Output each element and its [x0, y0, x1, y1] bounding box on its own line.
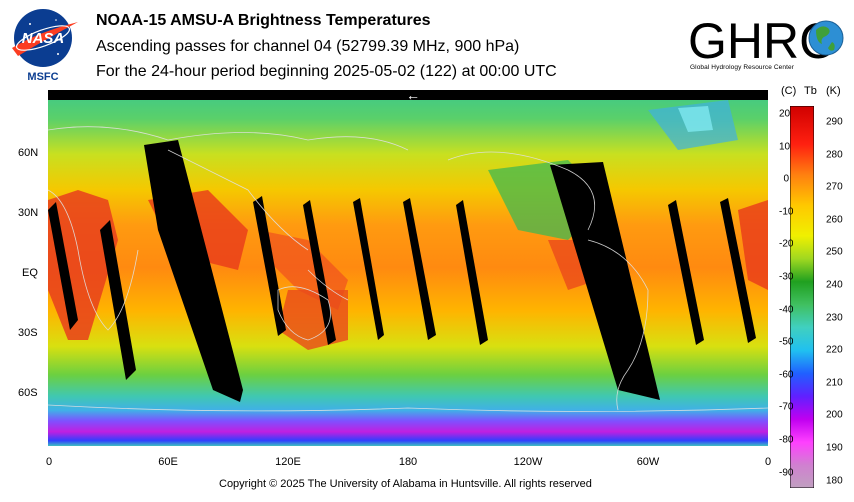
- colorbar-celsius-tick: -20: [779, 238, 794, 250]
- subtitle-channel: Ascending passes for channel 04 (52799.3…: [96, 38, 520, 55]
- orbit-direction-arrow-icon: ←: [406, 87, 420, 103]
- colorbar-kelvin-tick: 190: [826, 442, 843, 454]
- lat-label-60s: 60S: [18, 387, 38, 399]
- msfc-label: MSFC: [27, 71, 58, 83]
- colorbar-label-tb: Tb: [804, 85, 817, 97]
- nasa-logo: NASA MSFC: [12, 9, 78, 83]
- lat-label-60n: 60N: [18, 147, 39, 159]
- colorbar: [790, 106, 814, 488]
- lon-label-60e: 60E: [158, 456, 178, 468]
- colorbar-celsius-tick: -10: [779, 206, 794, 218]
- colorbar-kelvin-tick: 180: [826, 475, 843, 487]
- colorbar-kelvin-tick: 200: [826, 409, 843, 421]
- colorbar-celsius-tick: 10: [779, 141, 791, 153]
- colorbar-kelvin-tick: 230: [826, 312, 843, 324]
- colorbar-celsius-tick: 0: [783, 173, 789, 185]
- colorbar-kelvin-tick: 220: [826, 344, 843, 356]
- lon-label-0: 0: [45, 456, 53, 468]
- colorbar-celsius-tick: -90: [779, 467, 794, 479]
- lon-label-60w: 60W: [636, 456, 660, 468]
- colorbar-celsius-tick: -30: [779, 271, 794, 283]
- ghrc-subtitle: Global Hydrology Resource Center: [690, 64, 794, 71]
- lon-label-0-right: 0: [764, 456, 772, 468]
- subtitle-period: For the 24-hour period beginning 2025-05…: [96, 63, 557, 80]
- lat-label-eq: EQ: [22, 267, 38, 279]
- page-title: NOAA-15 AMSU-A Brightness Temperatures: [96, 12, 431, 29]
- lon-label-120e: 120E: [275, 456, 301, 468]
- colorbar-celsius-tick: -70: [779, 401, 794, 413]
- colorbar-kelvin-tick: 280: [826, 149, 843, 161]
- colorbar-celsius-tick: -80: [779, 434, 794, 446]
- copyright-footer: Copyright © 2025 The University of Alaba…: [219, 478, 592, 490]
- colorbar-kelvin-tick: 250: [826, 246, 843, 258]
- colorbar-celsius-tick: -40: [779, 304, 794, 316]
- nasa-logo-text: NASA: [22, 30, 65, 47]
- colorbar-celsius-tick: -60: [779, 369, 794, 381]
- lat-label-30s: 30S: [18, 327, 38, 339]
- colorbar-kelvin-tick: 210: [826, 377, 843, 389]
- colorbar-kelvin-tick: 260: [826, 214, 843, 226]
- lat-label-30n: 30N: [18, 207, 39, 219]
- lon-label-180: 180: [398, 456, 418, 468]
- brightness-temperature-map: [48, 90, 768, 446]
- colorbar-unit-kelvin: (K): [826, 85, 841, 97]
- colorbar-unit-celsius: (C): [781, 85, 797, 97]
- colorbar-celsius-tick: -50: [779, 336, 794, 348]
- ghrc-logo: GHRC: [688, 13, 844, 69]
- lon-label-120w: 120W: [513, 456, 543, 468]
- colorbar-kelvin-tick: 240: [826, 279, 843, 291]
- colorbar-kelvin-tick: 270: [826, 181, 843, 193]
- colorbar-celsius-tick: 20: [779, 108, 791, 120]
- colorbar-kelvin-tick: 290: [826, 116, 843, 128]
